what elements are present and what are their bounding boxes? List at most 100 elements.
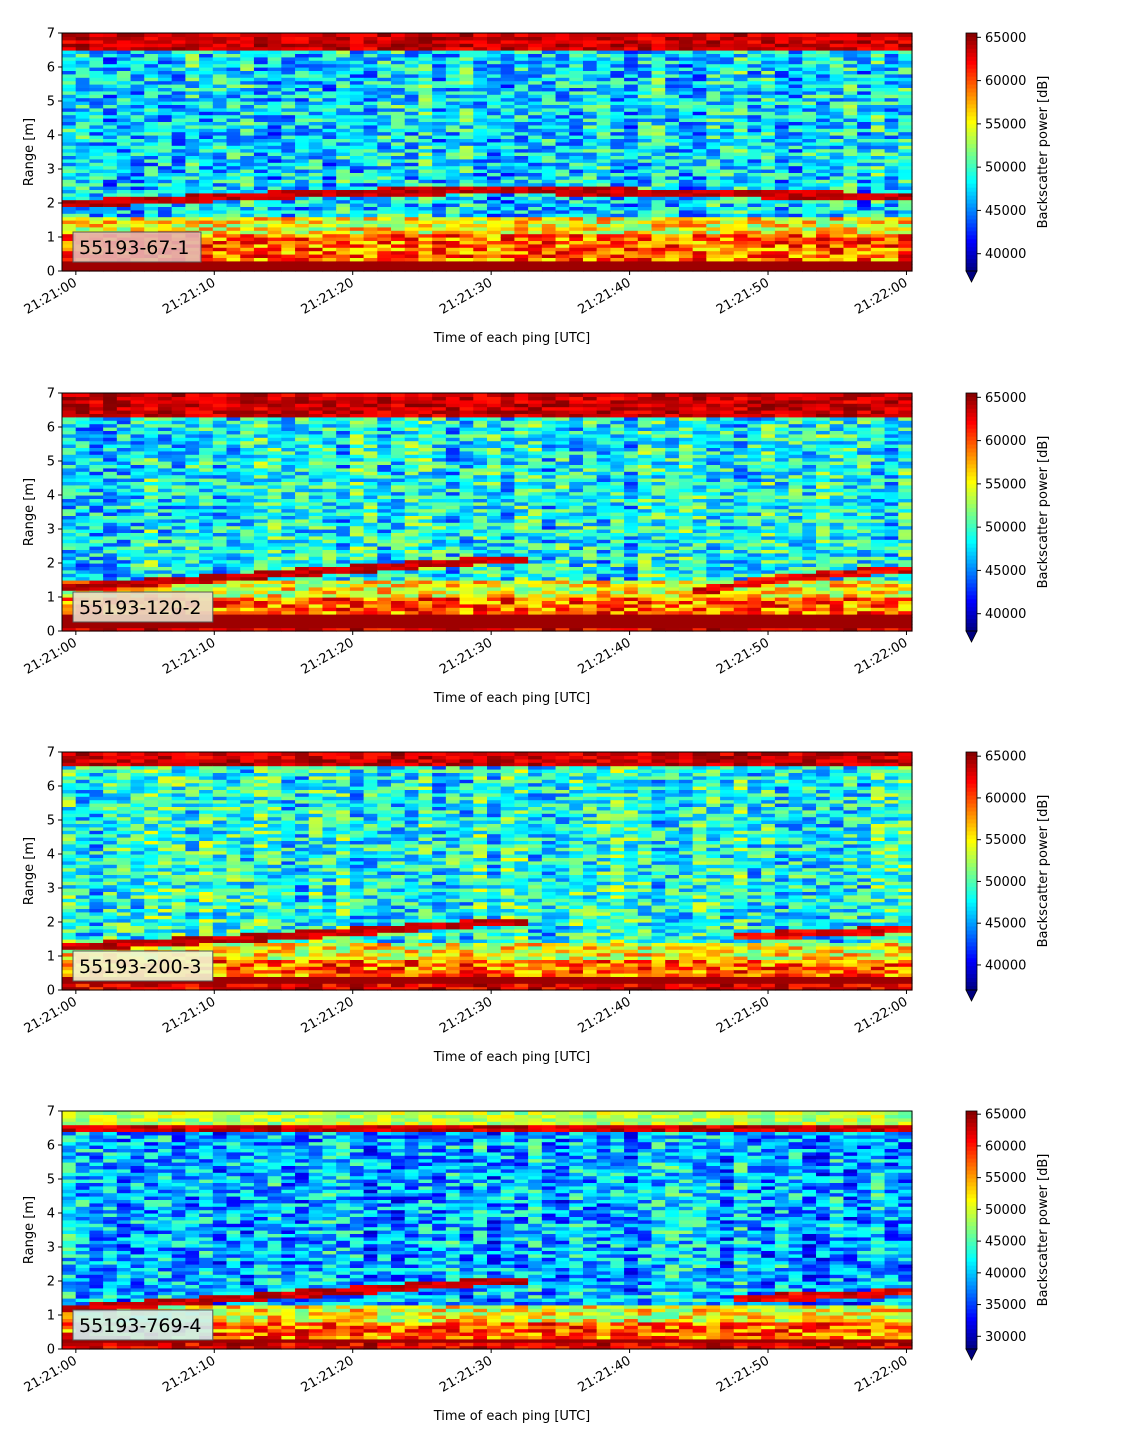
heatmap-cell — [116, 152, 132, 156]
heatmap-cell — [541, 203, 557, 207]
heatmap-cell — [240, 60, 255, 65]
heatmap-cell — [678, 158, 694, 163]
heatmap-cell — [103, 566, 118, 571]
heatmap-cell — [569, 39, 584, 44]
heatmap-cell — [240, 138, 255, 143]
heatmap-cell — [706, 267, 721, 272]
heatmap-cell — [870, 257, 886, 262]
heatmap-cell — [733, 145, 749, 150]
heatmap-cell — [788, 56, 803, 61]
heatmap-cell — [267, 162, 282, 167]
heatmap-cell — [637, 152, 653, 156]
heatmap-cell — [582, 182, 598, 187]
heatmap-cell — [363, 264, 378, 269]
heatmap-cell — [651, 254, 666, 258]
heatmap-cell — [624, 226, 639, 231]
heatmap-cell — [432, 80, 447, 85]
heatmap-cell — [62, 50, 77, 54]
heatmap-cell — [308, 192, 324, 197]
heatmap-cell — [75, 542, 91, 547]
heatmap-cell — [829, 165, 845, 170]
heatmap-cell — [829, 124, 845, 129]
heatmap-cell — [528, 46, 543, 51]
heatmap-cell — [473, 141, 488, 146]
heatmap-cell — [720, 135, 735, 139]
heatmap-cell — [432, 250, 447, 255]
heatmap-cell — [377, 138, 392, 143]
heatmap-cell — [336, 141, 351, 146]
heatmap-cell — [843, 172, 858, 177]
heatmap-cell — [116, 620, 132, 625]
heatmap-cell — [870, 135, 886, 139]
heatmap-cell — [226, 111, 241, 116]
heatmap-cell — [884, 203, 899, 207]
heatmap-cell — [898, 50, 913, 54]
heatmap-cell — [212, 63, 228, 68]
heatmap-cell — [391, 196, 406, 201]
heatmap-cell — [802, 131, 817, 136]
colorbar-segment — [966, 33, 977, 38]
heatmap-cell — [761, 36, 776, 41]
heatmap-cell — [267, 206, 282, 211]
heatmap-cell — [377, 220, 392, 224]
heatmap-cell — [199, 192, 214, 197]
heatmap-cell — [788, 138, 803, 143]
heatmap-cell — [308, 90, 324, 95]
heatmap-cell — [281, 162, 296, 167]
heatmap-cell — [761, 182, 776, 187]
heatmap-cell — [596, 60, 611, 65]
heatmap-cell — [130, 522, 145, 527]
heatmap-cell — [199, 179, 214, 184]
heatmap-cell — [404, 80, 420, 85]
heatmap-cell — [185, 192, 200, 197]
heatmap-cell — [637, 148, 653, 153]
heatmap-cell — [75, 33, 91, 37]
heatmap-cell — [706, 257, 721, 262]
heatmap-cell — [349, 186, 365, 190]
heatmap-cell — [349, 179, 365, 184]
heatmap-cell — [500, 80, 516, 85]
heatmap-cell — [788, 267, 803, 272]
heatmap-cell — [706, 220, 721, 224]
heatmap-cell — [596, 250, 611, 255]
heatmap-cell — [733, 70, 749, 75]
heatmap-cell — [75, 546, 91, 550]
heatmap-cell — [582, 250, 598, 255]
heatmap-cell — [240, 148, 255, 153]
heatmap-cell — [514, 70, 529, 75]
heatmap-cell — [226, 80, 241, 85]
heatmap-cell — [569, 264, 584, 269]
heatmap-cell — [624, 84, 639, 88]
heatmap-cell — [391, 220, 406, 224]
heatmap-cell — [308, 148, 324, 153]
heatmap-cell — [843, 175, 858, 180]
heatmap-cell — [144, 216, 159, 221]
heatmap-cell — [473, 250, 488, 255]
heatmap-cell — [898, 43, 913, 48]
heatmap-cell — [253, 111, 269, 116]
heatmap-cell — [144, 563, 159, 567]
heatmap-cell — [322, 216, 337, 221]
heatmap-cell — [857, 107, 872, 112]
heatmap-cell — [528, 175, 543, 180]
heatmap-cell — [459, 254, 474, 258]
heatmap-cell — [75, 192, 91, 197]
heatmap-cell — [116, 491, 132, 496]
heatmap-cell — [788, 111, 803, 116]
heatmap-cell — [130, 39, 145, 44]
heatmap-cell — [336, 90, 351, 95]
heatmap-cell — [514, 206, 529, 211]
heatmap-cell — [843, 230, 858, 235]
heatmap-cell — [761, 56, 776, 61]
heatmap-cell — [116, 199, 132, 204]
heatmap-cell — [130, 267, 145, 272]
heatmap-cell — [582, 158, 598, 163]
colorbar-segment — [966, 183, 977, 189]
heatmap-cell — [747, 152, 762, 156]
heatmap-cell — [459, 107, 474, 112]
heatmap-cell — [199, 216, 214, 221]
heatmap-cell — [116, 481, 132, 486]
heatmap-cell — [295, 152, 310, 156]
heatmap-cell — [62, 158, 77, 163]
heatmap-cell — [788, 131, 803, 136]
